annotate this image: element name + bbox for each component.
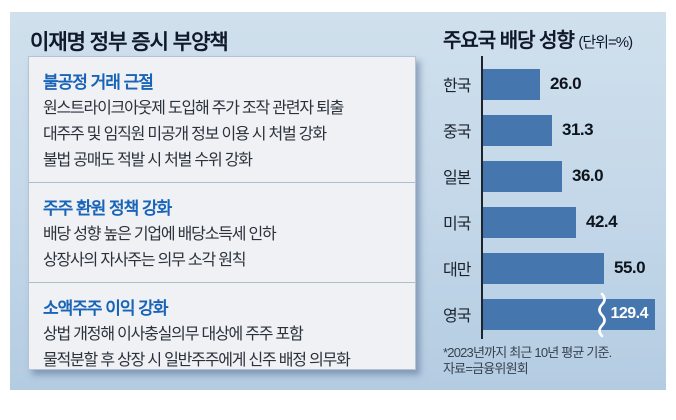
bar (483, 68, 540, 100)
chart-unit-label: (단위=%) (578, 34, 633, 51)
chart-rows: 한국 26.0 중국 31.3 일본 36.0 미국 42.4 대만 55.0 영국 129.4 (443, 56, 668, 339)
chart-row: 영국 129.4 (443, 291, 668, 337)
chart-row: 중국 31.3 (443, 107, 668, 153)
bar-category-label: 한국 (443, 78, 471, 95)
chart-row: 대만 55.0 (443, 245, 668, 291)
bar-value: 31.3 (562, 120, 594, 139)
dividend-chart: 주요국 배당 성향 (단위=%) 한국 26.0 중국 31.3 일본 36.0 미국 42.… (443, 24, 668, 377)
bar-value: 55.0 (614, 258, 646, 277)
policy-line: 상장사의 자사주는 의무 소각 원칙 (43, 252, 246, 269)
bar (483, 114, 552, 146)
bar-category-label: 중국 (443, 124, 471, 141)
chart-y-axis-line (481, 56, 483, 339)
bar (483, 206, 576, 238)
policy-line: 불법 공매도 적발 시 처벌 수위 강화 (43, 152, 253, 169)
bar-value: 26.0 (550, 74, 582, 93)
chart-footnote: *2023년까지 최근 10년 평균 기준. 자료=금융위원회 (443, 345, 668, 377)
policy-line: 물적분할 후 상장 시 일반주주에게 신주 배정 의무화 (43, 352, 351, 369)
bar-category-label: 대만 (443, 262, 471, 279)
policy-line: 상법 개정해 이사충실의무 대상에 주주 포함 (43, 326, 304, 343)
policy-section-heading: 소액주주 이익 강화 (43, 299, 169, 318)
chart-row: 일본 36.0 (443, 153, 668, 199)
bar-category-label: 일본 (443, 170, 471, 187)
bar-break-icon (598, 292, 607, 337)
bar (483, 252, 604, 284)
bar-category-label: 미국 (443, 216, 471, 233)
policy-line: 배당 성향 높은 기업에 배당소득세 인하 (43, 226, 277, 243)
footnote-source: 자료=금융위원회 (443, 361, 529, 376)
bar: 129.4 (483, 292, 655, 337)
left-panel-title: 이재명 정부 증시 부양책 (30, 31, 229, 54)
bar-value: 42.4 (586, 212, 618, 231)
policy-section-heading: 주주 환원 정책 강화 (43, 199, 172, 218)
chart-title-row: 주요국 배당 성향 (단위=%) (443, 24, 668, 53)
bar-value: 36.0 (572, 166, 604, 185)
policy-section-heading: 불공정 거래 근절 (43, 73, 154, 92)
chart-title: 주요국 배당 성향 (443, 30, 575, 52)
footnote-basis: *2023년까지 최근 10년 평균 기준. (443, 345, 612, 360)
bar (483, 160, 562, 192)
chart-row: 미국 42.4 (443, 199, 668, 245)
chart-row: 한국 26.0 (443, 61, 668, 107)
policy-line: 원스트라이크아웃제 도입해 주가 조작 관련자 퇴출 (43, 100, 344, 117)
bar-value: 129.4 (610, 305, 648, 322)
bar-category-label: 영국 (443, 308, 471, 325)
policy-line: 대주주 및 임직원 미공개 정보 이용 시 처벌 강화 (43, 126, 327, 143)
